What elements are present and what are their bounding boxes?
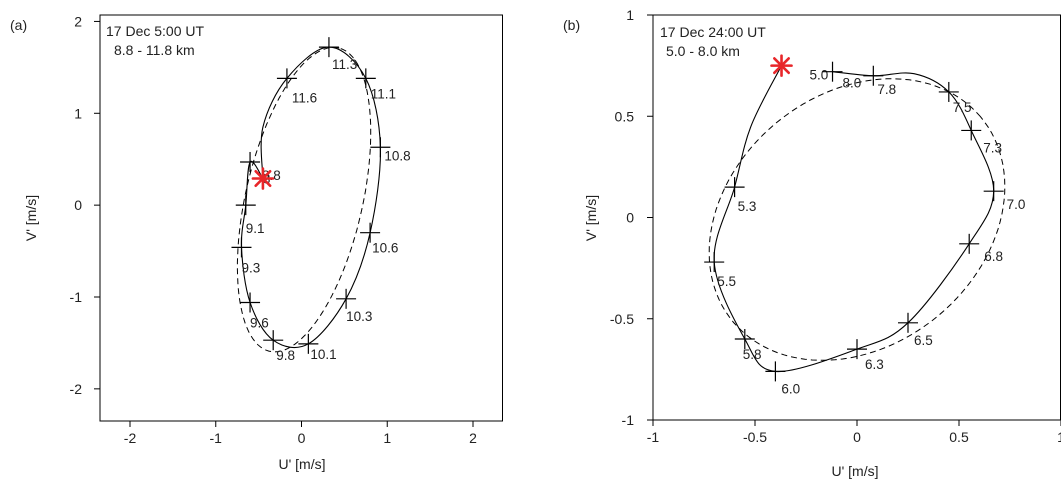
x-tick-label: 2 (469, 430, 477, 446)
altitude-label: 6.5 (914, 333, 933, 348)
observed-hodograph-curve (713, 65, 995, 372)
x-tick-label: 0 (298, 430, 306, 446)
start-asterisk-marker (770, 54, 793, 77)
altitude-label: 9.1 (246, 221, 265, 236)
x-axis-label: U' [m/s] (831, 463, 878, 479)
start-asterisk-stroke (773, 57, 791, 75)
y-tick-label: 2 (74, 13, 82, 29)
altitude-label: 5.5 (717, 274, 736, 289)
y-tick-label: 0 (74, 197, 82, 213)
altitude-label: 10.8 (384, 148, 410, 163)
start-asterisk-stroke (254, 170, 272, 188)
altitude-label: 7.8 (877, 82, 896, 97)
x-tick-label: 0 (853, 429, 861, 445)
altitude-label: 9.3 (241, 260, 260, 275)
altitude-label: 5.8 (743, 347, 762, 362)
x-tick-label: -2 (124, 430, 137, 446)
altitude-label: 7.0 (1007, 197, 1026, 212)
plot-frame (99, 14, 503, 422)
y-tick-label: 0 (626, 210, 634, 226)
altitude-label: 5.0 (810, 68, 829, 83)
x-tick-label: 1 (383, 430, 391, 446)
altitude-label: 9.8 (276, 348, 295, 363)
time-annotation: 17 Dec 5:00 UT (106, 23, 204, 39)
altitude-range-annotation: 5.0 - 8.0 km (666, 43, 740, 59)
altitude-label: 10.6 (372, 241, 398, 256)
y-tick-label: 0.5 (615, 108, 635, 124)
start-asterisk-marker (251, 167, 275, 190)
y-tick-label: -2 (70, 381, 83, 397)
fitted-ellipse-curve (708, 78, 1006, 361)
x-axis-label: U' [m/s] (278, 456, 325, 472)
x-tick-label: -1 (210, 430, 223, 446)
panel-label: (b) (563, 17, 580, 33)
panel-b: -1 -0.5 0 0.5 1 -1 -0.5 0 0.5 1 U' [m/s] V' [m/s] (b… (563, 7, 1061, 479)
panel-label: (a) (10, 17, 27, 33)
altitude-label: 9.6 (250, 316, 269, 331)
altitude-label: 11.1 (371, 86, 396, 101)
altitude-label: 11.6 (292, 90, 317, 105)
time-annotation: 17 Dec 24:00 UT (660, 24, 766, 40)
altitude-label: 10.1 (310, 347, 336, 362)
altitude-label: 7.5 (953, 100, 972, 115)
altitude-label: 6.3 (865, 357, 884, 372)
altitude-label: 11.3 (332, 57, 357, 72)
x-tick-label: -0.5 (743, 429, 767, 445)
altitude-label: 8.0 (843, 76, 862, 91)
altitude-range-annotation: 8.8 - 11.8 km (114, 42, 195, 58)
y-tick-label: 1 (626, 7, 634, 23)
x-tick-label: 1 (1057, 429, 1061, 445)
fitted-ellipse-curve (236, 46, 372, 353)
y-tick-label: -1 (622, 412, 635, 428)
altitude-label: 7.3 (983, 140, 1002, 155)
altitude-label: 6.0 (781, 381, 800, 396)
altitude-label: 5.3 (738, 199, 757, 214)
x-tick-label: 0.5 (949, 429, 969, 445)
y-tick-label: 1 (74, 105, 82, 121)
y-tick-label: -1 (70, 289, 83, 305)
altitude-label: 6.8 (984, 249, 1003, 264)
y-tick-label: -0.5 (610, 311, 634, 327)
y-axis-label: V' [m/s] (583, 195, 599, 241)
x-tick-label: -1 (647, 429, 660, 445)
altitude-label: 10.3 (346, 309, 372, 324)
panel-a: -2 -1 0 1 2 -2 -1 0 1 2 U' [m/s] V' [m/s] (a) 17 Dec … (10, 13, 503, 472)
y-axis-label: V' [m/s] (23, 195, 39, 241)
observed-hodograph-curve (240, 46, 381, 349)
